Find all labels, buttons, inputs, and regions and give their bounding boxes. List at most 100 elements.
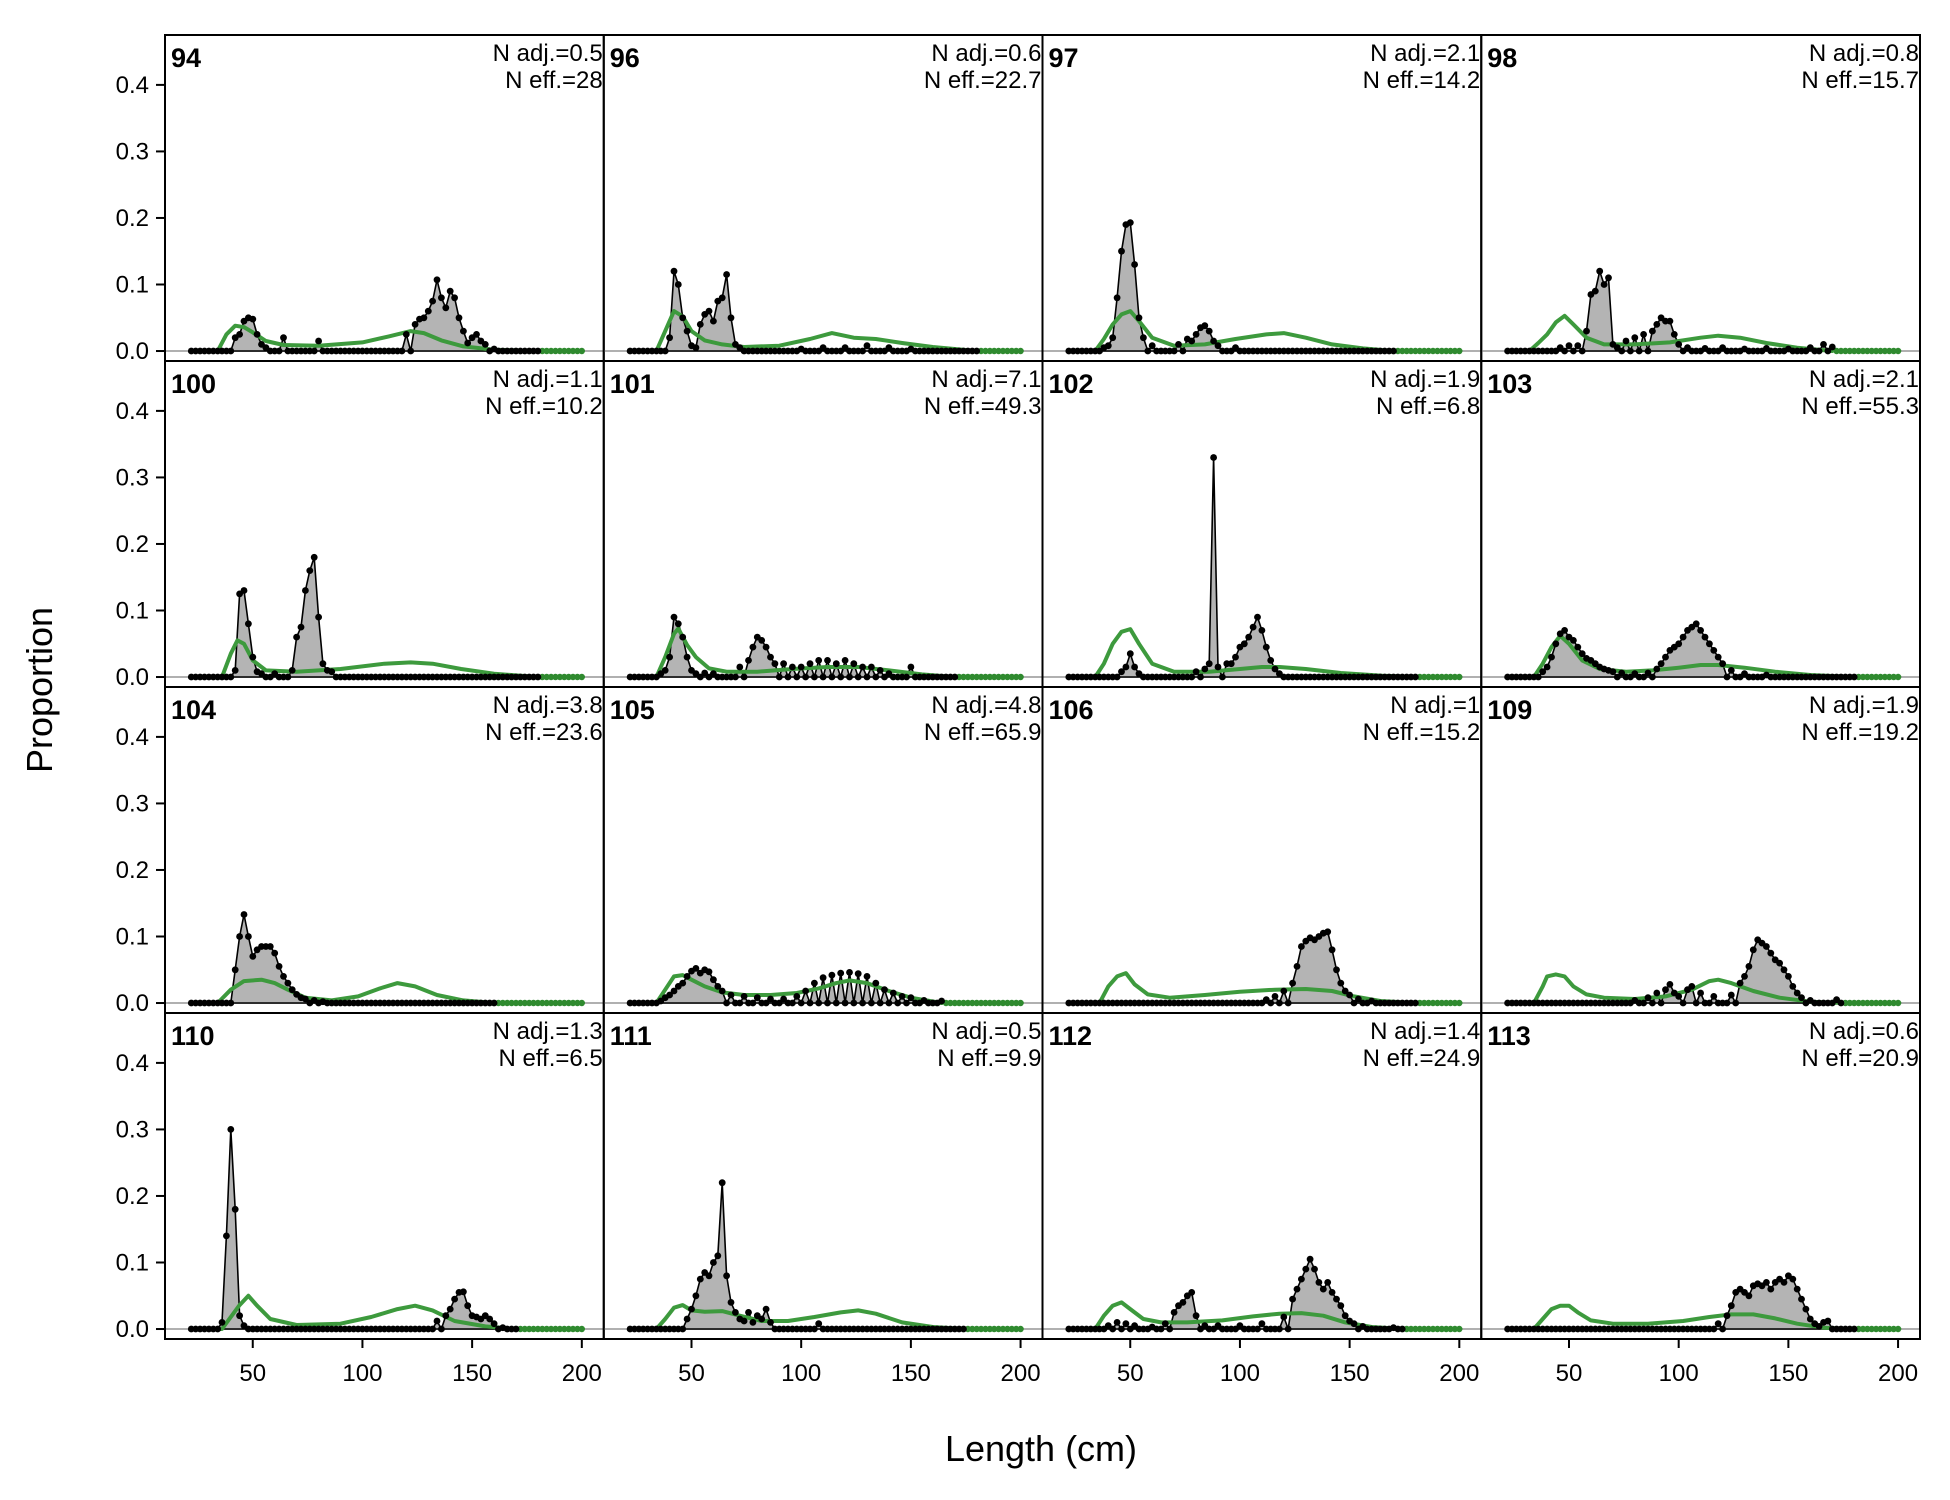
expected-line <box>189 638 540 679</box>
observed-point <box>679 979 687 987</box>
expected-point <box>1434 1325 1441 1333</box>
expected-point <box>1890 999 1897 1007</box>
observed-point <box>832 660 840 668</box>
observed-area <box>1068 456 1461 678</box>
y-tick-label: 0.4 <box>116 72 149 99</box>
expected-point <box>1881 673 1889 681</box>
expected-point <box>1456 347 1463 355</box>
n-adj-label: N adj.=7.1 <box>931 366 1041 393</box>
n-eff-label: N eff.=14.2 <box>1363 67 1481 94</box>
y-tick-label: 0.3 <box>116 1116 149 1143</box>
expected-point <box>999 1325 1007 1333</box>
observed-point <box>1710 647 1718 654</box>
observed-point <box>811 1325 818 1333</box>
observed-point <box>837 673 845 681</box>
expected-line <box>1066 627 1418 679</box>
observed-point <box>433 1317 441 1325</box>
panel-113: 113 N adj.=0.6N eff.=20.9 <box>1480 1012 1921 1340</box>
observed-point <box>236 933 244 940</box>
observed-point <box>1697 989 1704 997</box>
observed-point <box>1122 663 1130 671</box>
observed-point <box>1815 347 1823 355</box>
expected-point <box>1008 673 1015 681</box>
observed-point <box>876 999 884 1007</box>
observed-point <box>227 999 235 1007</box>
observed-point <box>762 1305 770 1313</box>
observed-point <box>240 911 248 918</box>
expected-point <box>1872 999 1880 1007</box>
y-tick-label: 0.3 <box>116 464 149 491</box>
expected-point <box>1864 999 1871 1007</box>
observed-point <box>1727 991 1735 999</box>
observed-point <box>789 663 796 671</box>
observed-point <box>1126 650 1134 658</box>
panel-label: 101 <box>610 369 655 399</box>
observed-point <box>1653 989 1661 997</box>
observed-point <box>490 1320 498 1328</box>
observed-point <box>710 317 717 325</box>
observed-point <box>1609 668 1617 676</box>
observed-point <box>1662 986 1669 994</box>
expected-point <box>530 999 537 1007</box>
expected-point <box>1886 673 1893 681</box>
expected-point <box>1013 1325 1020 1333</box>
observed-point <box>1293 963 1301 970</box>
observed-point <box>696 1275 704 1283</box>
observed-point <box>1741 973 1748 980</box>
observed-point <box>1710 1325 1718 1333</box>
observed-point <box>767 1319 774 1326</box>
expected-line <box>1066 309 1396 353</box>
expected-point <box>1864 1325 1871 1333</box>
observed-point <box>1697 627 1704 634</box>
panel-109: 109 N adj.=1.9N eff.=19.2 <box>1480 686 1921 1014</box>
expected-point <box>521 999 528 1007</box>
expected-point <box>543 673 550 681</box>
observed-point <box>534 347 542 355</box>
expected-point <box>973 1325 980 1333</box>
expected-point <box>1013 673 1020 681</box>
observed-point <box>1113 1319 1121 1326</box>
observed-point <box>1727 1302 1735 1310</box>
n-adj-label: N adj.=0.6 <box>1809 1018 1919 1045</box>
x-tick-label: 150 <box>1768 1360 1808 1387</box>
observed-point <box>1635 347 1643 355</box>
n-eff-label: N eff.=22.7 <box>924 67 1042 94</box>
observed-point <box>740 1317 748 1325</box>
n-eff-label: N eff.=23.6 <box>485 719 603 746</box>
y-tick-label: 0.1 <box>116 923 149 950</box>
observed-point <box>692 1292 700 1300</box>
observed-point <box>907 663 915 671</box>
expected-point <box>964 999 972 1007</box>
n-adj-label: N adj.=0.6 <box>931 40 1041 67</box>
expected-point <box>1846 999 1854 1007</box>
expected-point <box>1425 347 1432 355</box>
expected-point <box>1013 347 1020 355</box>
observed-point <box>670 987 678 995</box>
observed-point <box>1679 633 1687 641</box>
panel-label: 113 <box>1487 1021 1531 1051</box>
n-eff-label: N eff.=15.2 <box>1363 719 1481 746</box>
expected-point <box>977 1325 985 1333</box>
observed-point <box>1284 999 1292 1007</box>
observed-point <box>315 613 322 621</box>
expected-point <box>1451 999 1459 1007</box>
n-adj-label: N adj.=0.8 <box>1809 40 1919 67</box>
panel-105: 105 N adj.=4.8N eff.=65.9 <box>602 686 1044 1014</box>
observed-point <box>1214 663 1222 671</box>
x-tick-label: 200 <box>1439 1360 1479 1387</box>
observed-point <box>1113 294 1121 302</box>
observed-point <box>1666 981 1674 988</box>
observed-point <box>1319 1285 1327 1293</box>
observed-point <box>1398 1325 1406 1333</box>
expected-point <box>982 347 989 355</box>
expected-point <box>556 1325 564 1333</box>
expected-point <box>574 999 581 1007</box>
observed-point <box>666 334 673 342</box>
observed-point <box>1591 287 1599 295</box>
observed-point <box>1302 1265 1310 1273</box>
n-adj-label: N adj.=1 <box>1390 692 1480 719</box>
observed-point <box>319 660 327 668</box>
observed-point <box>1232 653 1239 661</box>
expected-point <box>543 999 550 1007</box>
observed-point <box>732 1309 739 1316</box>
